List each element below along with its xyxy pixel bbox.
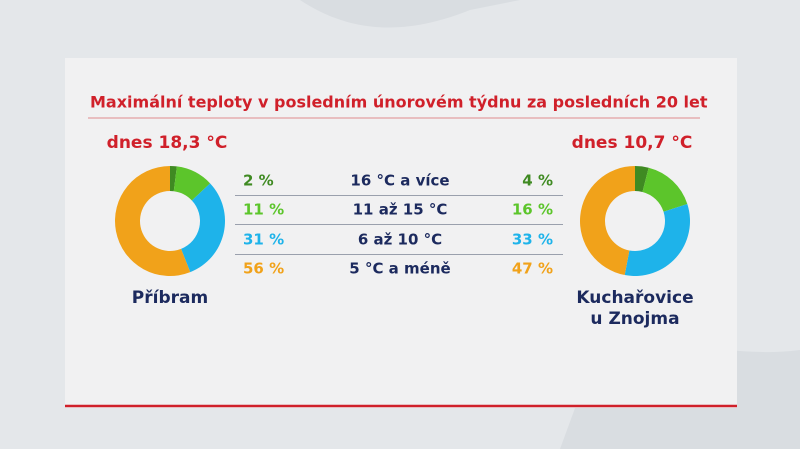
- value-label: 56 %: [243, 260, 284, 278]
- value-label: 11 %: [243, 201, 284, 219]
- location-name: Kuchařovice u Znojma: [576, 288, 694, 329]
- location-name: Příbram: [131, 288, 209, 308]
- annotation: dnes 10,7 °C: [572, 133, 693, 153]
- donut-segment: [173, 166, 211, 201]
- chart-title: Maximální teploty v posledním únorovém t…: [90, 93, 708, 112]
- value-label: 33 %: [512, 231, 553, 249]
- annotation: dnes 18,3 °C: [107, 133, 228, 153]
- value-label: 16 %: [512, 201, 553, 219]
- donut-segment: [114, 166, 191, 276]
- value-label: 47 %: [512, 260, 553, 278]
- map-shape: [300, 0, 800, 449]
- donut-segment: [642, 167, 688, 212]
- value-label: 4 %: [522, 172, 553, 190]
- category-label: 11 až 15 °C: [353, 201, 448, 219]
- donut-segment: [580, 166, 635, 276]
- donut-segment: [181, 183, 225, 273]
- category-label: 5 °C a méně: [349, 260, 450, 278]
- donut-segment: [635, 166, 649, 192]
- donut-segment: [170, 166, 177, 192]
- donut-segment: [624, 204, 690, 276]
- category-label: 6 až 10 °C: [358, 231, 442, 249]
- value-label: 2 %: [243, 172, 274, 190]
- panel: [65, 58, 737, 408]
- category-label: 16 °C a více: [350, 172, 449, 190]
- value-label: 31 %: [243, 231, 284, 249]
